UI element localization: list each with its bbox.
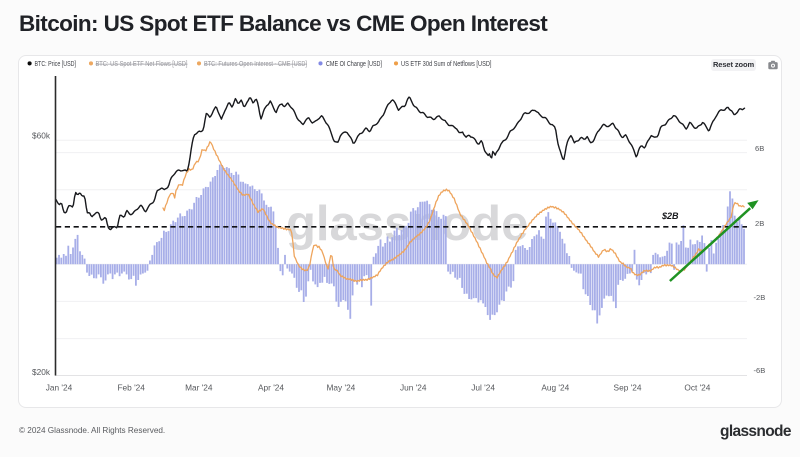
svg-text:6B: 6B bbox=[755, 144, 764, 153]
svg-text:BTC: Price [USD]: BTC: Price [USD] bbox=[35, 61, 77, 68]
svg-text:Aug '24: Aug '24 bbox=[541, 383, 569, 393]
svg-text:-6B: -6B bbox=[754, 366, 766, 375]
svg-text:Oct '24: Oct '24 bbox=[684, 383, 710, 393]
svg-text:Feb '24: Feb '24 bbox=[117, 383, 145, 393]
svg-text:Apr '24: Apr '24 bbox=[258, 383, 284, 393]
svg-text:CME OI Change [USD]: CME OI Change [USD] bbox=[326, 61, 382, 68]
svg-text:-2B: -2B bbox=[754, 293, 766, 302]
svg-text:US ETF 30d Sum of Netflows [US: US ETF 30d Sum of Netflows [USD] bbox=[401, 61, 492, 68]
svg-text:$20k: $20k bbox=[32, 367, 51, 377]
svg-text:May '24: May '24 bbox=[327, 383, 356, 393]
svg-text:Jul '24: Jul '24 bbox=[471, 383, 495, 393]
svg-text:BTC: Futures Open Interest - C: BTC: Futures Open Interest - CME [USD] bbox=[204, 61, 307, 68]
svg-text:BTC: US Spot ETF Net Flows [US: BTC: US Spot ETF Net Flows [USD] bbox=[96, 61, 188, 68]
svg-text:Jan '24: Jan '24 bbox=[46, 383, 73, 393]
svg-text:Sep '24: Sep '24 bbox=[614, 383, 642, 393]
svg-text:2B: 2B bbox=[755, 219, 764, 228]
svg-text:Jun '24: Jun '24 bbox=[400, 383, 427, 393]
svg-text:$60k: $60k bbox=[32, 131, 51, 141]
svg-text:Mar '24: Mar '24 bbox=[185, 383, 213, 393]
